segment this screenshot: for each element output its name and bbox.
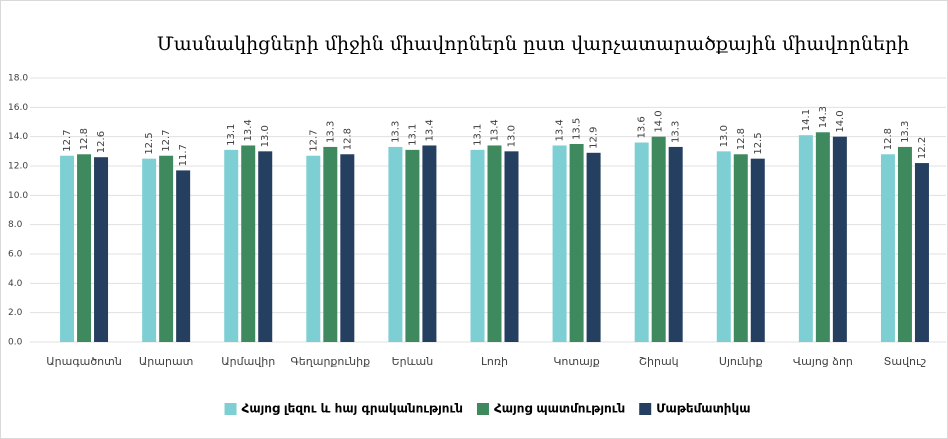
bar (880, 154, 895, 342)
y-tick-label: 4.0 (8, 279, 23, 289)
legend-swatch (639, 403, 652, 415)
value-label: 13.1 (226, 124, 237, 146)
x-tick-label: Կոտայք (553, 355, 599, 368)
y-tick-label: 14.0 (8, 132, 28, 142)
value-label: 12.5 (144, 132, 155, 154)
value-label: 13.3 (390, 121, 401, 143)
y-tick-label: 0.0 (8, 338, 23, 348)
bar (832, 136, 847, 342)
y-tick-label: 8.0 (8, 220, 23, 230)
value-label: 12.7 (161, 129, 172, 151)
bar (224, 149, 239, 342)
value-label: 13.0 (260, 125, 271, 147)
bar (77, 154, 92, 342)
bar (750, 158, 765, 342)
y-tick-label: 12.0 (8, 162, 28, 172)
value-label: 12.8 (79, 128, 90, 150)
value-label: 13.1 (407, 124, 418, 146)
legend-swatch (476, 403, 489, 415)
value-label: 14.0 (835, 110, 846, 132)
value-label: 13.3 (325, 121, 336, 143)
x-tick-label: Տավուշ (884, 355, 927, 368)
value-label: 13.4 (424, 119, 435, 141)
bar (733, 154, 748, 342)
bar (323, 146, 338, 342)
bar (60, 155, 75, 342)
bar (897, 146, 912, 342)
x-tick-label: Շիրակ (639, 355, 679, 368)
x-tick-label: Վայոց ձոր (793, 355, 853, 368)
bar (798, 135, 813, 342)
y-tick-label: 18.0 (8, 74, 28, 84)
value-label: 13.4 (555, 119, 566, 141)
bar (422, 145, 437, 342)
y-tick-label: 2.0 (8, 308, 23, 318)
bar (159, 155, 174, 342)
x-tick-label: Գեղարքունիք (291, 355, 371, 368)
value-label: 13.5 (572, 118, 583, 140)
legend-label: Հայոց պատմություն (494, 402, 625, 416)
value-label: 13.1 (473, 124, 484, 146)
value-label: 12.5 (753, 132, 764, 154)
legend-label: Հայոց լեզու և հայ գրականություն (242, 402, 463, 416)
value-label: 12.8 (883, 128, 894, 150)
x-tick-label: Լոռի (481, 355, 508, 368)
chart-title: Մասնակիցների միջին միավորներն ըստ վարչատ… (157, 33, 910, 55)
bar (241, 145, 256, 342)
bar (552, 145, 567, 342)
value-label: 12.7 (308, 129, 319, 151)
value-label: 13.3 (671, 121, 682, 143)
y-tick-label: 16.0 (8, 103, 28, 113)
y-tick-label: 10.0 (8, 191, 28, 201)
x-tick-label: Արմավիր (221, 355, 275, 368)
value-label: 13.6 (637, 116, 648, 138)
value-label: 13.0 (719, 125, 730, 147)
value-label: 12.7 (62, 129, 73, 151)
bar (586, 152, 601, 342)
bar (651, 136, 666, 342)
legend-label: Մաթեմատիկա (656, 402, 750, 416)
bar (306, 155, 321, 342)
bar (504, 151, 519, 342)
bar (176, 170, 191, 342)
bar (388, 146, 403, 342)
legend-swatch (224, 403, 237, 415)
bar (94, 157, 109, 342)
x-tick-label: Արագածոտն (46, 355, 122, 368)
value-label: 12.8 (342, 128, 353, 150)
bar (405, 149, 420, 342)
bar (668, 146, 683, 342)
value-label: 14.0 (654, 110, 665, 132)
x-tick-label: Արարատ (139, 355, 194, 368)
bar (258, 151, 273, 342)
value-label: 12.8 (736, 128, 747, 150)
value-label: 14.3 (818, 106, 829, 128)
bar (815, 132, 830, 342)
bar (142, 158, 157, 342)
value-label: 13.4 (243, 119, 254, 141)
value-label: 14.1 (801, 109, 812, 131)
value-label: 13.4 (490, 119, 501, 141)
value-label: 12.2 (917, 137, 928, 159)
x-tick-label: Սյունիք (719, 355, 763, 368)
y-tick-label: 6.0 (8, 250, 23, 260)
bar (569, 144, 584, 342)
bar (716, 151, 731, 342)
value-label: 12.6 (96, 131, 107, 153)
value-label: 13.0 (507, 125, 518, 147)
bar (340, 154, 355, 342)
bar (470, 149, 485, 342)
x-tick-label: Երևան (392, 355, 434, 368)
value-label: 13.3 (900, 121, 911, 143)
bar (634, 142, 649, 342)
bar (914, 163, 929, 342)
value-label: 12.9 (589, 127, 600, 149)
bar (487, 145, 502, 342)
value-label: 11.7 (178, 144, 189, 166)
